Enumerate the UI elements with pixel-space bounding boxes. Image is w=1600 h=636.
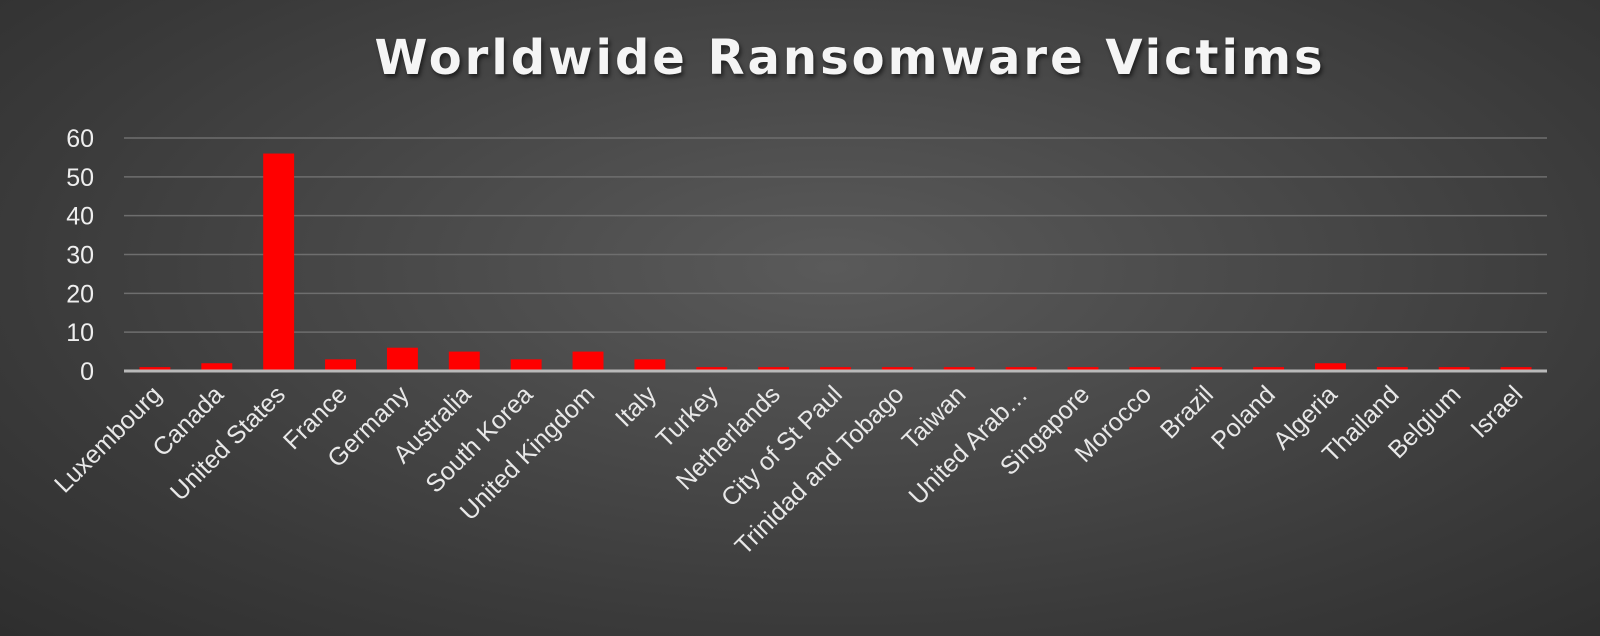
bar [696,367,728,371]
bar [139,367,171,371]
x-tick-label: Italy [610,380,663,433]
bars [139,153,1532,371]
y-tick-label: 20 [66,280,94,308]
bar [572,351,604,371]
bar [881,367,913,371]
gridlines [124,137,1547,333]
bar [820,367,851,371]
chart-title: Worldwide Ransomware Victims [374,30,1326,86]
bar [1500,367,1532,371]
bar [1314,363,1346,371]
bar [1253,367,1285,371]
bar [1376,367,1408,371]
y-tick-label: 0 [80,358,94,386]
x-tick-label: Israel [1465,380,1528,443]
bar [943,367,975,371]
bar [448,351,480,371]
bar [263,153,295,371]
y-tick-label: 60 [66,125,94,153]
bar [758,367,790,371]
x-tick-label: Poland [1206,380,1281,455]
bar [1438,367,1470,371]
y-tick-label: 30 [66,242,94,270]
y-tick-labels: 0 10 20 30 40 50 60 [66,125,94,386]
bar [634,359,666,371]
bar [325,359,357,371]
bar [386,347,418,371]
bar [1005,367,1037,371]
y-tick-label: 50 [66,164,94,192]
bar [1191,367,1223,371]
bar [1129,367,1161,371]
bar [1067,367,1099,371]
bar [201,363,233,371]
bar [510,359,542,371]
y-tick-label: 10 [66,319,94,347]
y-tick-label: 40 [66,203,94,231]
